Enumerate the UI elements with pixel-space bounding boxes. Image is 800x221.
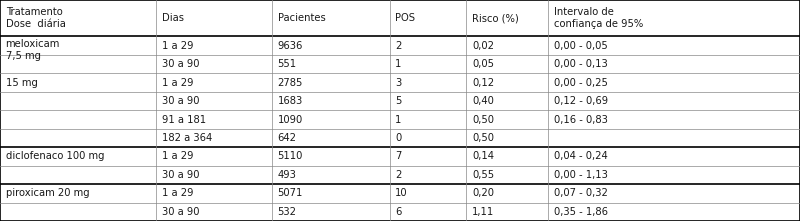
- Text: 1: 1: [395, 114, 402, 124]
- Text: 0,07 - 0,32: 0,07 - 0,32: [554, 188, 607, 198]
- Text: 1090: 1090: [278, 114, 303, 124]
- Text: POS: POS: [395, 13, 415, 23]
- Text: 0,55: 0,55: [472, 170, 494, 180]
- Text: 0,50: 0,50: [472, 133, 494, 143]
- Text: 2: 2: [395, 41, 402, 51]
- Text: 0,00 - 0,13: 0,00 - 0,13: [554, 59, 607, 69]
- Text: 5071: 5071: [278, 188, 303, 198]
- Text: 1 a 29: 1 a 29: [162, 188, 193, 198]
- Text: 2: 2: [395, 170, 402, 180]
- Text: 2785: 2785: [278, 78, 303, 88]
- Text: 0,50: 0,50: [472, 114, 494, 124]
- Text: 0,14: 0,14: [472, 151, 494, 161]
- Text: 91 a 181: 91 a 181: [162, 114, 206, 124]
- Text: 30 a 90: 30 a 90: [162, 170, 199, 180]
- Text: 182 a 364: 182 a 364: [162, 133, 212, 143]
- Text: 9636: 9636: [278, 41, 303, 51]
- Text: Pacientes: Pacientes: [278, 13, 326, 23]
- Text: 0: 0: [395, 133, 402, 143]
- Text: 3: 3: [395, 78, 402, 88]
- Text: diclofenaco 100 mg: diclofenaco 100 mg: [6, 151, 104, 161]
- Text: 642: 642: [278, 133, 297, 143]
- Text: Risco (%): Risco (%): [472, 13, 518, 23]
- Text: 6: 6: [395, 207, 402, 217]
- Text: 0,00 - 1,13: 0,00 - 1,13: [554, 170, 607, 180]
- Text: 0,16 - 0,83: 0,16 - 0,83: [554, 114, 607, 124]
- Text: 1683: 1683: [278, 96, 303, 106]
- Text: 1 a 29: 1 a 29: [162, 78, 193, 88]
- Text: 30 a 90: 30 a 90: [162, 59, 199, 69]
- Text: Dias: Dias: [162, 13, 184, 23]
- Text: 0,04 - 0,24: 0,04 - 0,24: [554, 151, 607, 161]
- Text: 0,20: 0,20: [472, 188, 494, 198]
- Text: 0,00 - 0,05: 0,00 - 0,05: [554, 41, 607, 51]
- Text: 1 a 29: 1 a 29: [162, 151, 193, 161]
- Text: 30 a 90: 30 a 90: [162, 96, 199, 106]
- Text: meloxicam
7,5 mg: meloxicam 7,5 mg: [6, 39, 60, 61]
- Text: 0,35 - 1,86: 0,35 - 1,86: [554, 207, 608, 217]
- Text: 5110: 5110: [278, 151, 303, 161]
- Text: piroxicam 20 mg: piroxicam 20 mg: [6, 188, 90, 198]
- Text: 0,12 - 0,69: 0,12 - 0,69: [554, 96, 608, 106]
- Text: 532: 532: [278, 207, 297, 217]
- Text: 0,40: 0,40: [472, 96, 494, 106]
- Text: 0,05: 0,05: [472, 59, 494, 69]
- Text: Tratamento
Dose  diária: Tratamento Dose diária: [6, 7, 66, 29]
- Text: 7: 7: [395, 151, 402, 161]
- Text: 0,00 - 0,25: 0,00 - 0,25: [554, 78, 607, 88]
- Text: Intervalo de
confiança de 95%: Intervalo de confiança de 95%: [554, 7, 643, 29]
- Text: 1 a 29: 1 a 29: [162, 41, 193, 51]
- Text: 15 mg: 15 mg: [6, 78, 38, 88]
- Text: 1: 1: [395, 59, 402, 69]
- Text: 30 a 90: 30 a 90: [162, 207, 199, 217]
- Text: 0,02: 0,02: [472, 41, 494, 51]
- Text: 551: 551: [278, 59, 297, 69]
- Text: 1,11: 1,11: [472, 207, 494, 217]
- Text: 493: 493: [278, 170, 297, 180]
- Text: 0,12: 0,12: [472, 78, 494, 88]
- Text: 5: 5: [395, 96, 402, 106]
- Text: 10: 10: [395, 188, 408, 198]
